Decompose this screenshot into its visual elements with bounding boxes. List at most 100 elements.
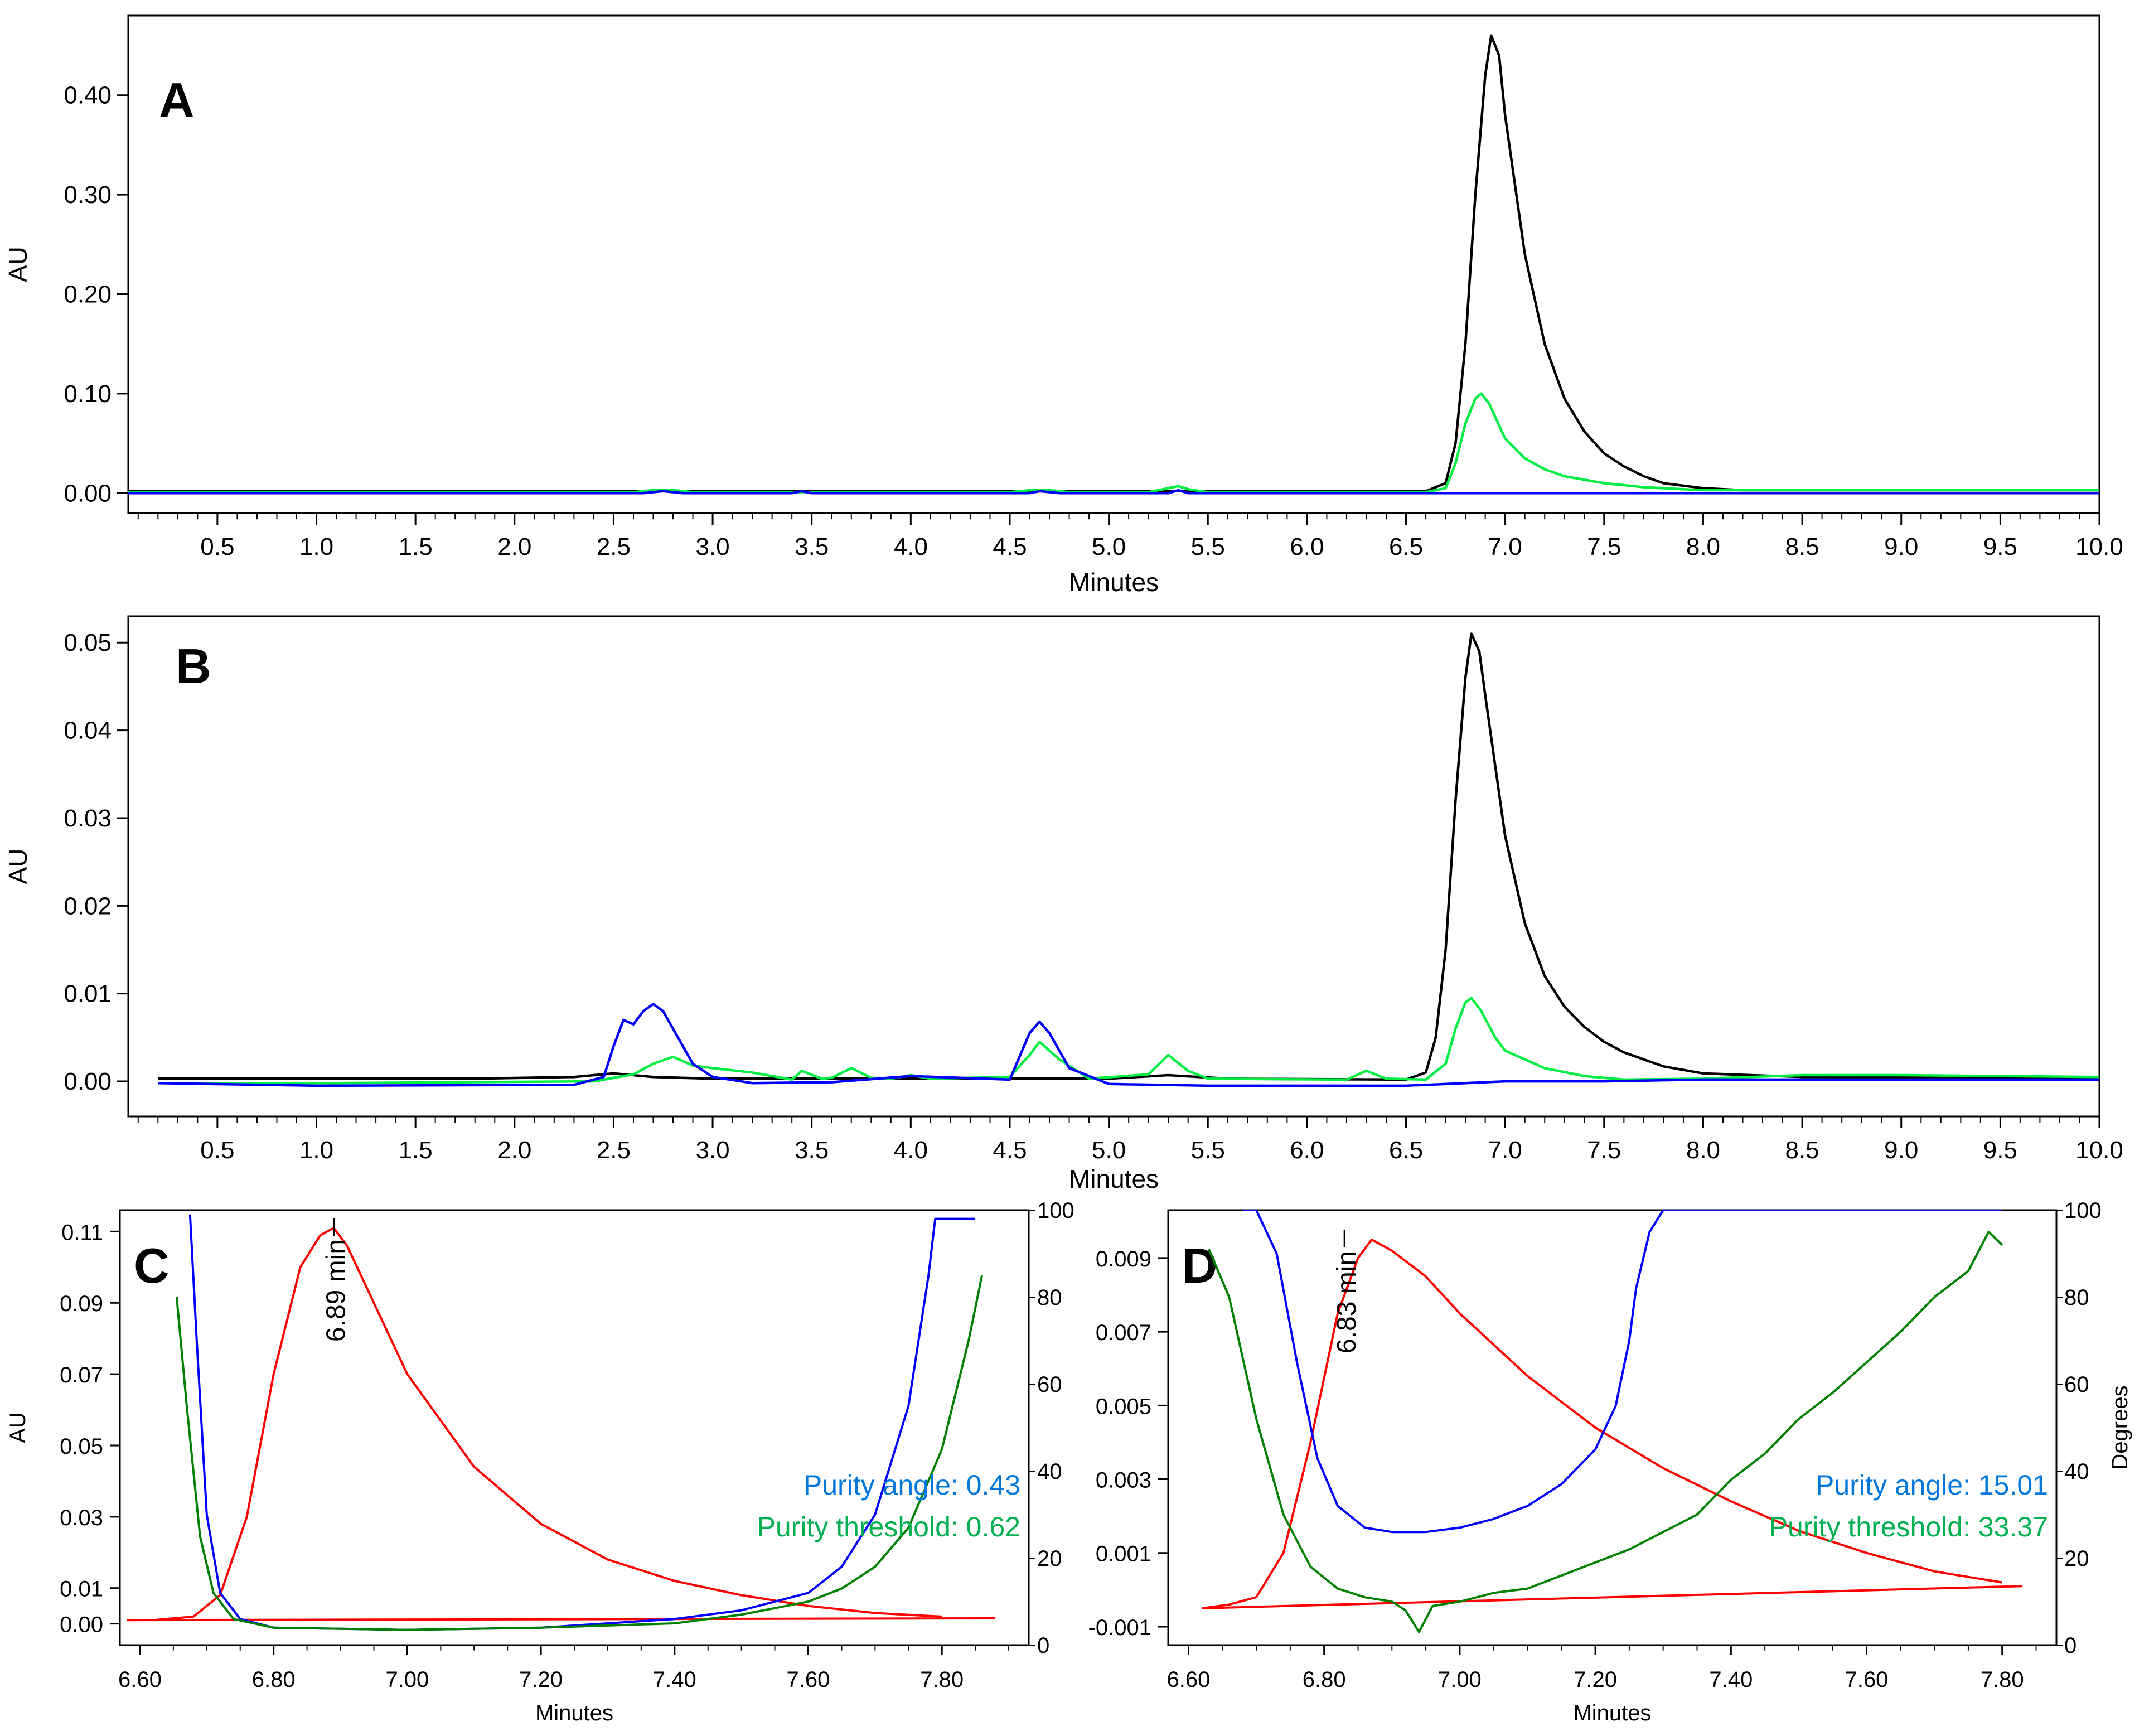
y2-tick-label: 60 <box>1037 1372 1062 1397</box>
x-tick-label: 5.0 <box>1092 533 1126 560</box>
series-chromatogram <box>153 1227 942 1622</box>
series-black <box>128 34 2099 493</box>
series-blue <box>158 1003 2099 1087</box>
x-tick-label: 1.5 <box>399 533 433 560</box>
purity-angle-text: Purity angle: 0.43 <box>803 1469 1020 1501</box>
panel-label: D <box>1182 1238 1218 1293</box>
x-tick-label: 2.0 <box>497 1137 531 1164</box>
x-axis-title: Minutes <box>1069 1164 1159 1193</box>
y-tick-label: 0.007 <box>1096 1321 1151 1345</box>
y-tick-label: 0.01 <box>60 1577 103 1602</box>
y-tick-label: 0.00 <box>60 1613 103 1637</box>
series-purity_angle <box>188 1214 976 1631</box>
x-tick-label: 3.5 <box>795 1137 829 1164</box>
x-tick-label: 2.5 <box>597 1137 631 1164</box>
x-tick-label: 3.0 <box>695 1137 729 1164</box>
x-tick-label: 4.0 <box>894 533 928 560</box>
x-tick-label: 9.0 <box>1884 1137 1918 1164</box>
y-tick-label: 0.02 <box>64 892 112 920</box>
x-tick-label: 5.0 <box>1092 1137 1126 1164</box>
y-tick-label: 0.07 <box>60 1363 103 1387</box>
series-purity_threshold <box>175 1275 984 1631</box>
x-tick-label: 9.0 <box>1884 533 1918 560</box>
y2-tick-label: 100 <box>2064 1198 2102 1223</box>
x-tick-label: 5.5 <box>1191 533 1225 560</box>
y-tick-label: 0.05 <box>64 629 112 656</box>
x-tick-label: 2.5 <box>597 533 631 560</box>
x-tick-label: 6.60 <box>1167 1667 1211 1692</box>
purity-threshold-text: Purity threshold: 0.62 <box>757 1511 1021 1542</box>
y2-tick-label: 80 <box>2064 1285 2089 1310</box>
y2-tick-label: 0 <box>2064 1633 2076 1658</box>
x-tick-label: 6.5 <box>1389 1137 1423 1164</box>
y2-tick-label: 60 <box>2064 1372 2089 1397</box>
panel-c: 6.60 6.80 7.00 7.20 7.40 7.60 7.80 0.00 0.01 0.03… <box>6 1198 1074 1725</box>
series-baseline <box>1202 1585 2023 1609</box>
panel-a: 0.5 1.0 1.5 2.0 2.5 3.0 3.5 4.0 4.5 5.0 5.5 6.0 6.5 7… <box>3 14 2123 597</box>
x-tick-label: 7.40 <box>653 1667 696 1692</box>
y-tick-label: 0.11 <box>61 1220 103 1245</box>
x-tick-label: 10.0 <box>2075 1137 2123 1164</box>
x-tick-label: 6.5 <box>1389 533 1423 560</box>
x-tick-label: 8.5 <box>1785 533 1819 560</box>
series-chromatogram <box>1202 1238 2003 1609</box>
x-tick-label: 4.5 <box>993 533 1027 560</box>
y-tick-label: 0.20 <box>64 281 112 308</box>
y-tick-label: 0.001 <box>1096 1542 1151 1566</box>
y-tick-label: 0.03 <box>64 805 112 832</box>
y-tick-label: 0.03 <box>60 1506 103 1530</box>
panel-label: B <box>176 639 211 694</box>
x-tick-label: 7.60 <box>787 1667 830 1692</box>
y2-tick-label: 40 <box>1037 1459 1062 1484</box>
y-tick-label: 0.003 <box>1096 1468 1151 1493</box>
x-axis-title: Minutes <box>535 1701 613 1725</box>
x-tick-label: 4.5 <box>993 1137 1027 1164</box>
x-tick-label: 9.5 <box>1983 533 2017 560</box>
x-tick-label: 7.0 <box>1488 533 1522 560</box>
y-tick-label: 0.09 <box>60 1292 103 1316</box>
plot-frame <box>127 14 2100 514</box>
y-tick-label: 0.05 <box>60 1434 103 1459</box>
x-tick-label: 7.80 <box>920 1667 964 1692</box>
x-tick-label: 8.0 <box>1686 533 1720 560</box>
x-tick-label: 7.60 <box>1845 1667 1889 1692</box>
x-tick-label: 5.5 <box>1191 1137 1225 1164</box>
x-tick-label: 10.0 <box>2075 533 2123 560</box>
panel-label: A <box>159 72 195 128</box>
x-tick-label: 7.40 <box>1709 1667 1753 1692</box>
x-tick-label: 3.5 <box>795 533 829 560</box>
series-green <box>158 997 2099 1085</box>
plot-frame <box>127 615 2100 1118</box>
y-tick-label: 0.00 <box>64 1068 112 1095</box>
panel-d: 6.60 6.80 7.00 7.20 7.40 7.60 7.80 -0.001 0.001 0… <box>1088 1198 2132 1725</box>
x-tick-label: 6.80 <box>252 1667 296 1692</box>
series-purity_threshold <box>1208 1231 2003 1633</box>
y-tick-label: 0.005 <box>1096 1394 1151 1419</box>
y2-tick-label: 80 <box>1037 1285 1062 1310</box>
x-tick-label: 8.5 <box>1785 1137 1819 1164</box>
x-tick-label: 7.0 <box>1488 1137 1522 1164</box>
x-tick-label: 2.0 <box>497 533 531 560</box>
purity-threshold-text: Purity threshold: 33.37 <box>1769 1511 2048 1542</box>
y2-tick-label: 20 <box>2064 1546 2089 1571</box>
x-tick-label: 6.0 <box>1290 1137 1324 1164</box>
x-tick-label: 1.5 <box>399 1137 433 1164</box>
y-tick-label: 0.00 <box>64 480 112 507</box>
y-axis-title: AU <box>3 849 32 884</box>
x-axis-title: Minutes <box>1069 568 1159 597</box>
panel-label: C <box>134 1238 170 1293</box>
y-tick-label: 0.01 <box>64 980 112 1008</box>
x-tick-label: 0.5 <box>200 1137 234 1164</box>
x-tick-label: 6.80 <box>1303 1667 1346 1692</box>
x-tick-label: 6.60 <box>118 1667 162 1692</box>
y2-tick-label: 40 <box>2064 1459 2089 1484</box>
y-tick-label: 0.04 <box>64 717 112 744</box>
y-axis-title: AU <box>3 246 32 282</box>
series-baseline <box>126 1617 996 1622</box>
series-blue <box>128 489 2099 495</box>
x-tick-label: 3.0 <box>695 533 729 560</box>
y2-tick-label: 20 <box>1037 1546 1062 1571</box>
panel-b: 0.5 1.0 1.5 2.0 2.5 3.0 3.5 4.0 4.5 5.0 5.5 6.0 6.5 7… <box>3 615 2123 1193</box>
